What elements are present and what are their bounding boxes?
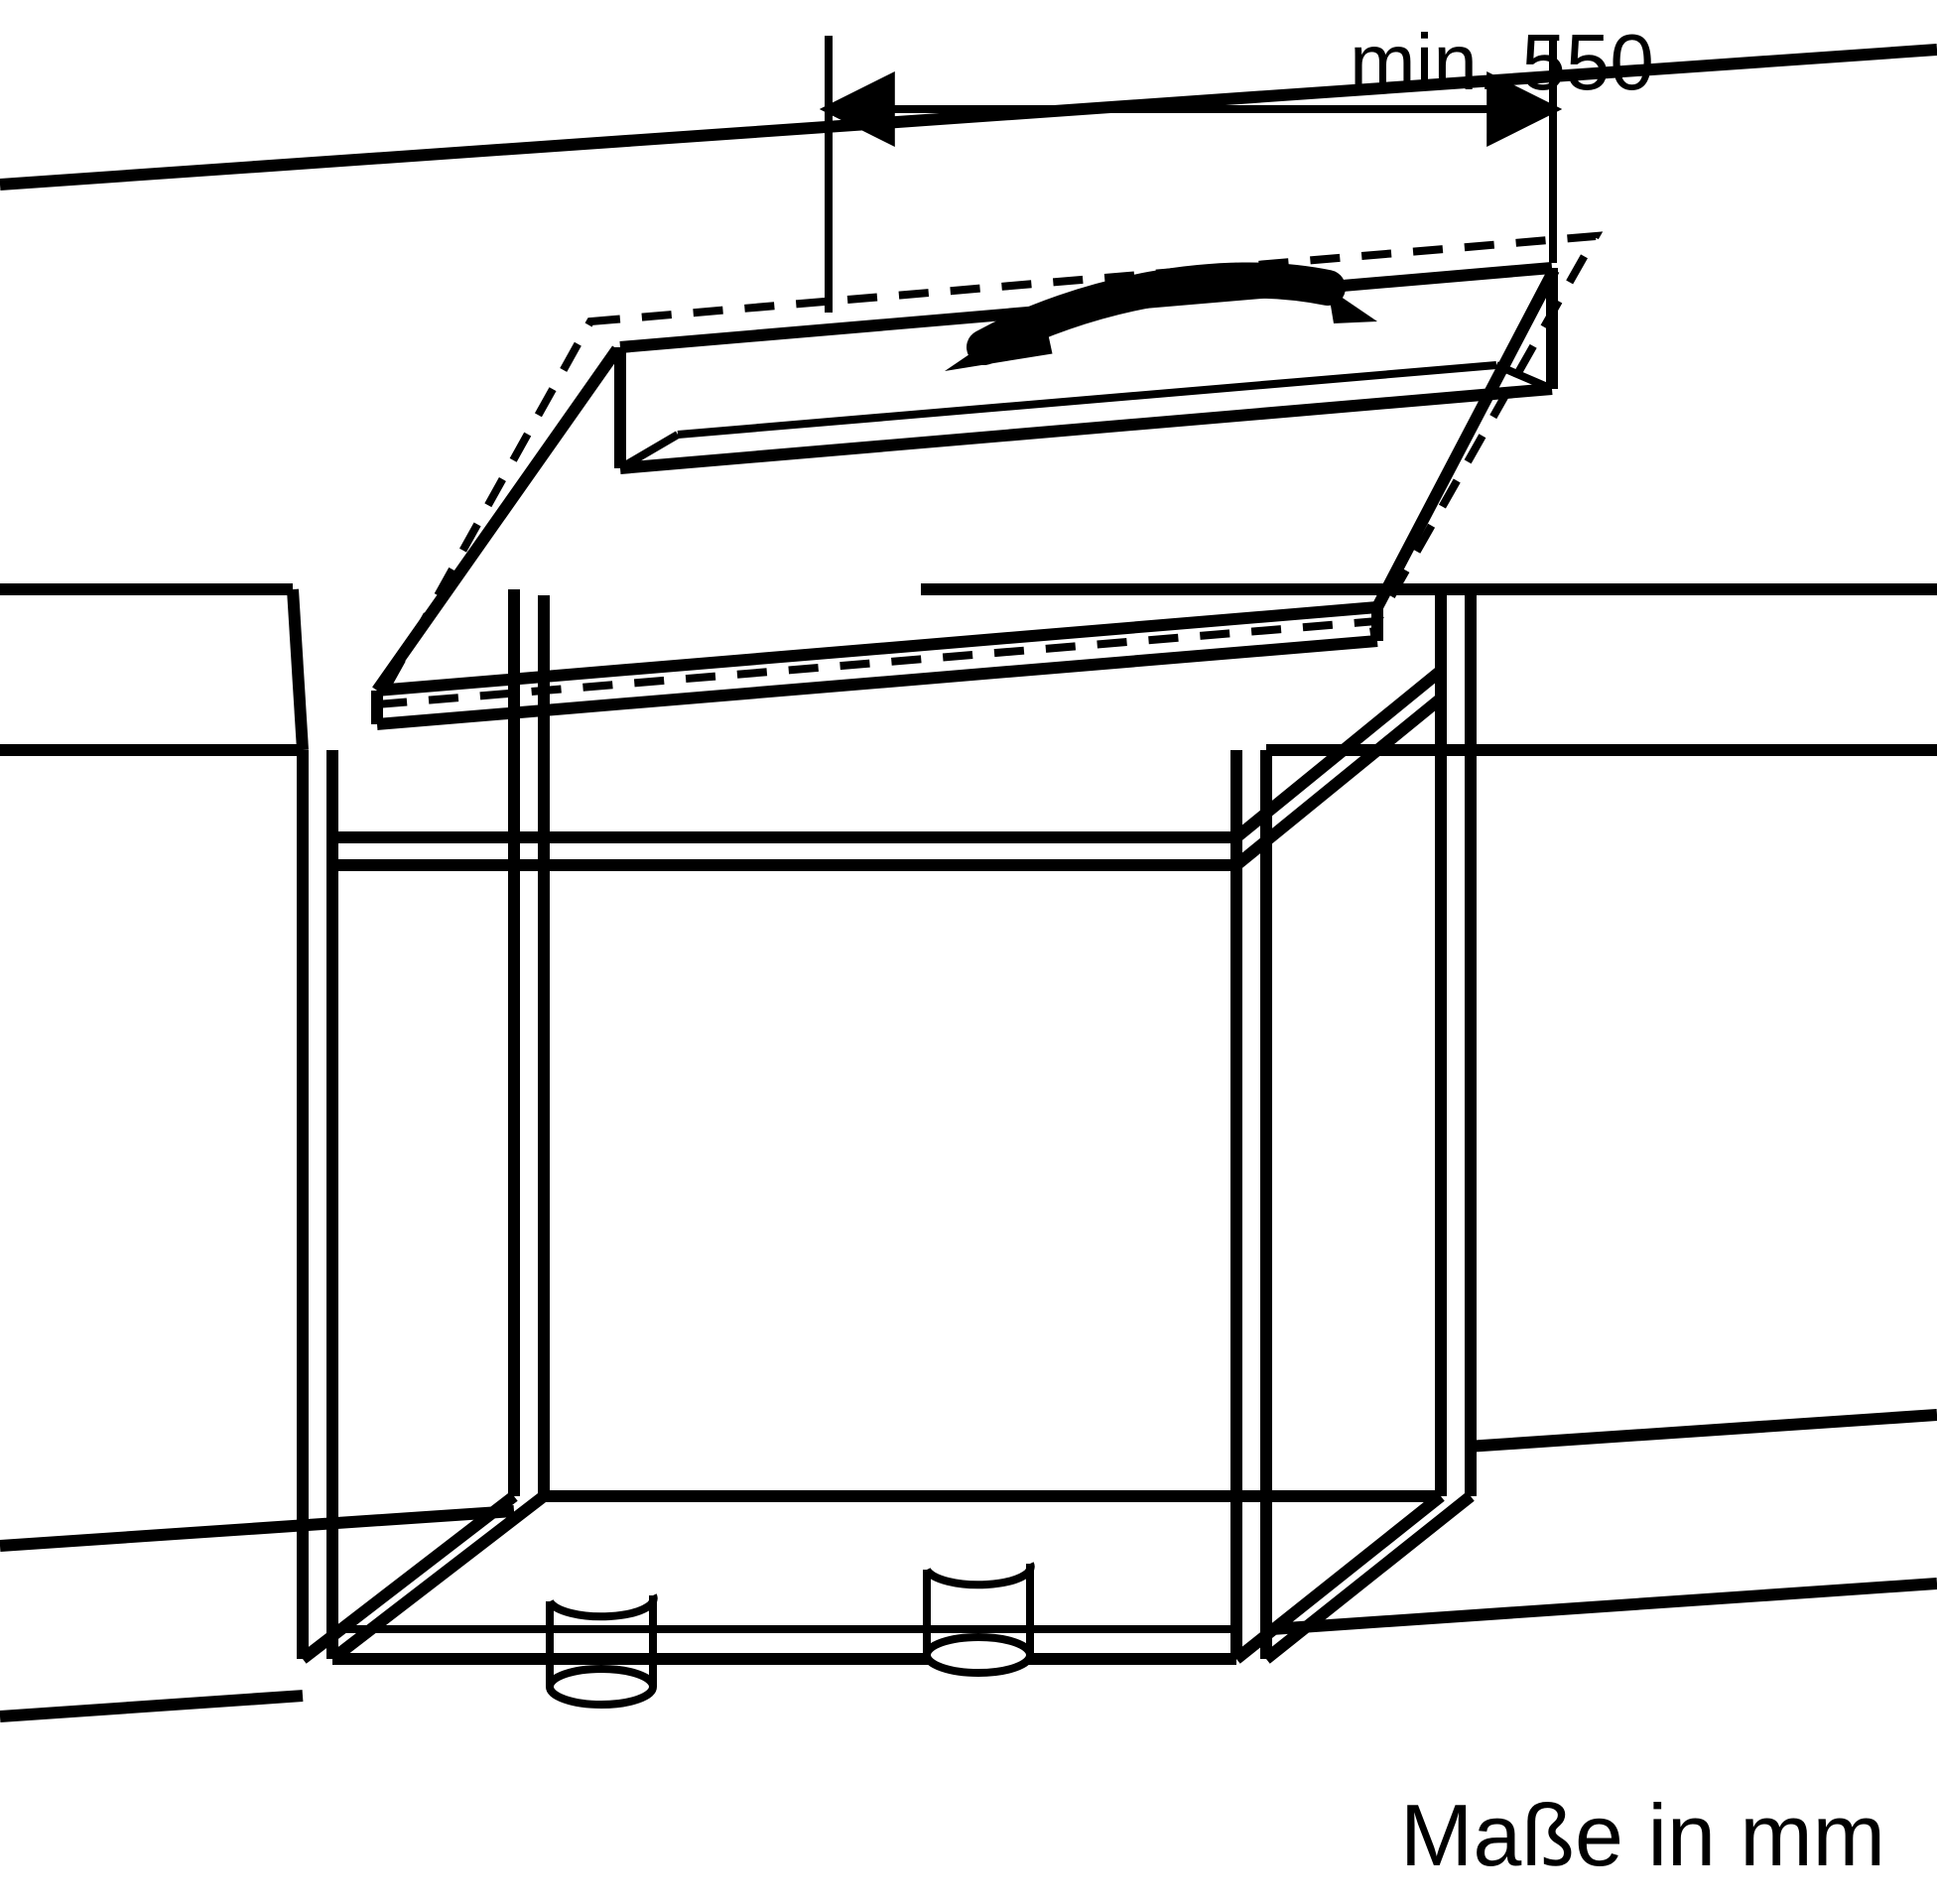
- dimension-label: min. 550: [1350, 18, 1654, 106]
- floor-line-rear: [1471, 1415, 1937, 1447]
- units-label: Maße in mm: [1400, 1786, 1885, 1884]
- cabinet-foot-right: [927, 1564, 1031, 1673]
- floor-line-front: [1266, 1584, 1937, 1629]
- cabinet-foot-left: [550, 1595, 654, 1705]
- installation-diagram: min. 550 Maße in mm: [0, 0, 1937, 1904]
